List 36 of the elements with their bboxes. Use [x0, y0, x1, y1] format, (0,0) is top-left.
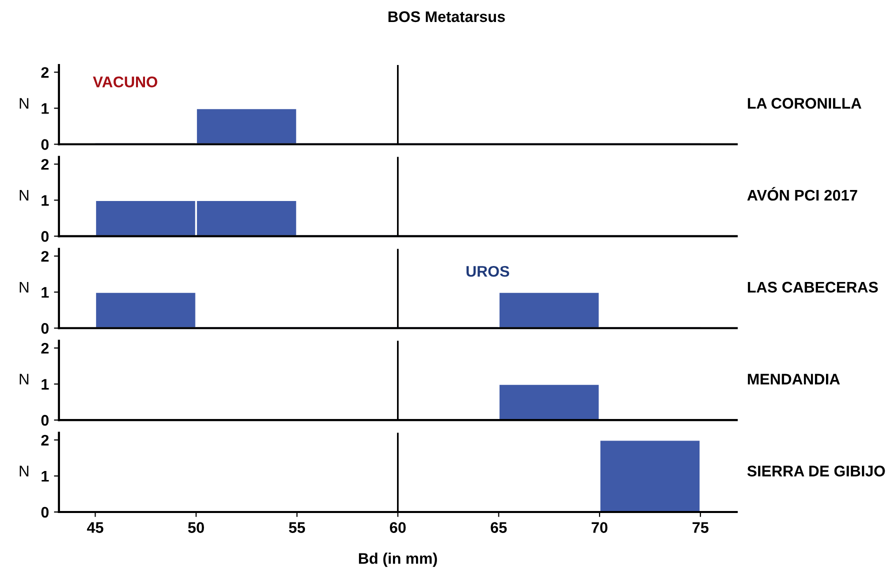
- y2-axis-title: AVÓN PCI 2017: [747, 186, 858, 201]
- y-tick-label: 2: [41, 159, 49, 170]
- x-tick-label: 45: [86, 522, 104, 533]
- y-tick-label: 1: [42, 195, 49, 206]
- y-tick-label: 0: [41, 414, 49, 426]
- y-tick-label: 1: [42, 471, 49, 482]
- y-axis-title: N: [20, 190, 28, 201]
- x-tick-label: 70: [592, 522, 608, 533]
- y-tick-label: 2: [41, 434, 49, 446]
- x-tick-label: 50: [188, 522, 204, 533]
- y-axis-title: N: [20, 282, 28, 292]
- y-tick-label: 2: [41, 67, 49, 78]
- y-tick-label: 0: [41, 231, 49, 242]
- x-tick-label: 55: [288, 522, 306, 533]
- x-tick-label: 60: [390, 522, 406, 533]
- annotation: VACUNO: [92, 76, 158, 88]
- y-tick-label: 1: [42, 103, 49, 114]
- y2-axis-title: LAS CABECERAS: [748, 282, 878, 293]
- x-axis-title: Bd (in mm): [358, 552, 437, 567]
- y-tick-label: 1: [42, 379, 49, 390]
- y2-axis-title: LA CORONILLA: [748, 98, 862, 109]
- y-tick-label: 0: [41, 506, 49, 518]
- annotation: UROS: [466, 266, 510, 277]
- y-tick-label: 1: [42, 287, 49, 298]
- x-tick-label: 65: [490, 522, 507, 533]
- y2-axis-title: SIERRA DE GIBIJO: [747, 466, 885, 476]
- y-tick-label: 0: [41, 322, 49, 334]
- y-axis-title: N: [20, 374, 28, 384]
- y-tick-label: 2: [41, 342, 49, 354]
- chart-title: BOS Metatarsus: [388, 11, 505, 22]
- y-tick-label: 0: [41, 139, 49, 150]
- y-tick-label: 2: [41, 250, 49, 262]
- x-tick-label: 75: [692, 522, 708, 533]
- y2-axis-title: MENDANDIA: [748, 374, 840, 384]
- y-axis-title: N: [20, 466, 28, 476]
- y-axis-title: N: [20, 98, 28, 109]
